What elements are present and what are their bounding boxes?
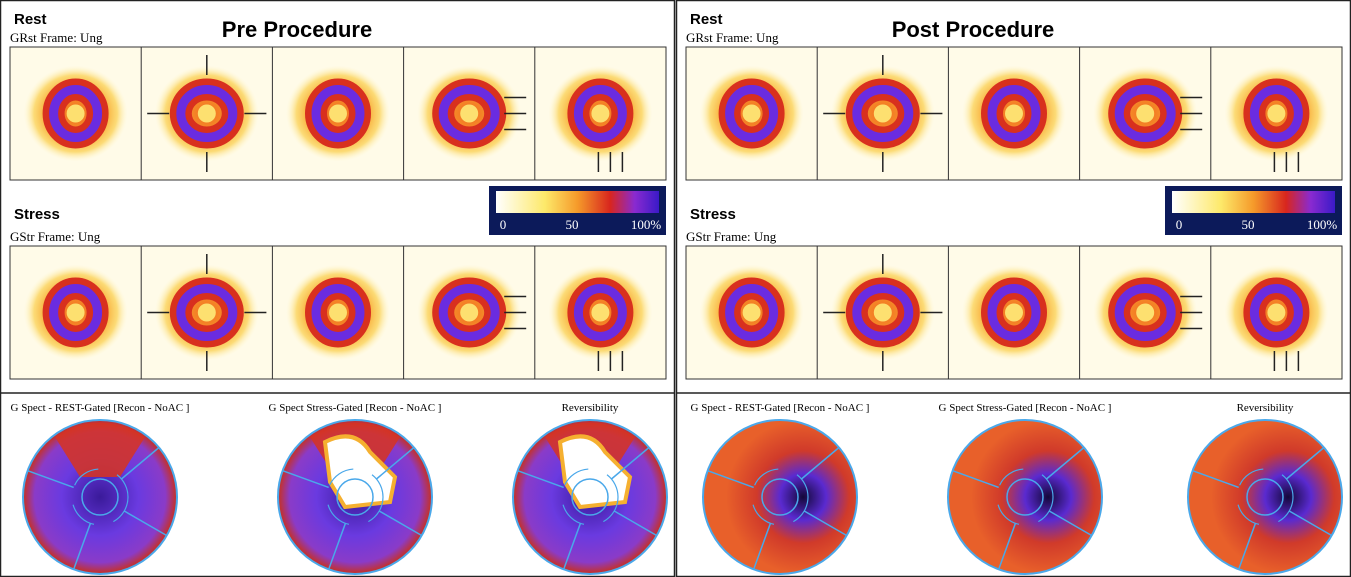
colorbar: [1172, 191, 1335, 213]
cavity: [329, 105, 347, 123]
panel-title: Pre Procedure: [222, 17, 372, 42]
cavity: [874, 105, 892, 123]
cavity: [198, 105, 216, 123]
polar-map-title: G Spect Stress-Gated [Recon - NoAC ]: [939, 402, 1112, 414]
polar-map-title: Reversibility: [562, 402, 619, 414]
cavity: [1005, 304, 1023, 322]
stress-label: Stress: [14, 206, 60, 223]
cavity: [743, 105, 761, 123]
stress-info: GStr Frame: Ung: [686, 229, 777, 244]
polar-map: [948, 420, 1102, 574]
polar-map-title: G Spect Stress-Gated [Recon - NoAC ]: [269, 402, 442, 414]
colorbar-label: 100%: [631, 217, 662, 232]
cavity: [591, 304, 609, 322]
polar-map: [703, 420, 857, 574]
polar-map-title: G Spect - REST-Gated [Recon - NoAC ]: [691, 402, 870, 414]
cavity: [198, 304, 216, 322]
colorbar-label: 50: [566, 217, 579, 232]
cavity: [591, 105, 609, 123]
screen: Pre Procedure Rest GRst Frame: Ung Stress GS…: [0, 0, 1351, 577]
polar-map: [1188, 420, 1342, 574]
rest-label: Rest: [690, 11, 723, 28]
stress-info: GStr Frame: Ung: [10, 229, 101, 244]
panel-title: Post Procedure: [892, 17, 1055, 42]
cavity: [1005, 105, 1023, 123]
colorbar-label: 100%: [1307, 217, 1338, 232]
rest-info: GRst Frame: Ung: [10, 30, 103, 45]
colorbar-label: 50: [1242, 217, 1255, 232]
rest-label: Rest: [14, 11, 47, 28]
polar-map-title: Reversibility: [1237, 402, 1294, 414]
cavity: [460, 105, 478, 123]
cavity: [1267, 304, 1285, 322]
cavity: [67, 304, 85, 322]
cavity: [67, 105, 85, 123]
colorbar: [496, 191, 659, 213]
cavity: [1136, 304, 1154, 322]
cavity: [1136, 105, 1154, 123]
polar-map-title: G Spect - REST-Gated [Recon - NoAC ]: [11, 402, 190, 414]
cavity: [874, 304, 892, 322]
page: {"panels": [ {"title": "Pre Procedure", …: [0, 0, 1351, 577]
colorbar-label: 0: [1176, 217, 1183, 232]
rest-info: GRst Frame: Ung: [686, 30, 779, 45]
colorbar-label: 0: [500, 217, 507, 232]
cavity: [1267, 105, 1285, 123]
cavity: [460, 304, 478, 322]
cavity: [329, 304, 347, 322]
stress-label: Stress: [690, 206, 736, 223]
cavity: [743, 304, 761, 322]
